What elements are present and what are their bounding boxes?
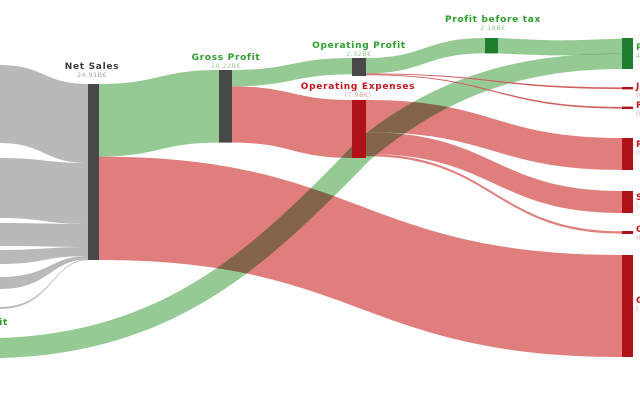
label-rd-expenses: R&D expenses(4.55B€)	[636, 140, 640, 158]
flow-gross-profit-operating-profit	[232, 58, 352, 87]
label-profit-for-period: Profit for the period4.25B€	[636, 43, 640, 61]
flow-inflow3-net-sales	[0, 223, 88, 247]
node-other-expenses[interactable]	[622, 231, 633, 234]
node-cost-of-sales[interactable]	[622, 255, 633, 357]
flow-net-sales-cost-of-sales	[99, 156, 622, 357]
flow-inflow1-net-sales	[0, 65, 88, 163]
label-other-expenses: Other operating expenses(0.28B€)	[636, 225, 640, 243]
node-gross-profit[interactable]	[219, 70, 232, 143]
flow-opex-other	[366, 154, 622, 234]
node-rd-expenses[interactable]	[622, 138, 633, 170]
node-operating-profit[interactable]	[352, 58, 366, 76]
flow-operating-profit-profit-before-tax	[366, 38, 485, 74]
label-sga-expenses: SG&A expenses(3.07B€)	[636, 193, 640, 211]
node-profit-before-tax[interactable]	[485, 38, 498, 54]
node-sga-expenses[interactable]	[622, 191, 633, 213]
node-financial-expenses[interactable]	[622, 106, 633, 109]
flow-income-tax-benefit-profit	[0, 53, 623, 358]
flow-inflow4-net-sales	[0, 247, 88, 264]
label-profit-before-tax: Profit before tax 2.18B€	[444, 15, 542, 33]
label-joint-ventures: Joint ventures(0.03B€)	[636, 82, 640, 100]
label-income-tax-benefit: Income tax benefit	[0, 318, 8, 328]
node-joint-ventures[interactable]	[622, 87, 633, 90]
flow-opex-rd	[366, 100, 622, 170]
node-operating-expenses[interactable]	[352, 100, 366, 158]
flow-operating-profit-financial-expenses	[366, 74, 622, 109]
label-cost-of-sales: Cost of sales(14.69B€)	[636, 296, 640, 314]
label-operating-profit: Operating Profit 2.32B€	[312, 41, 406, 59]
flow-gross-profit-operating-expenses	[232, 86, 352, 158]
flow-inflow2-net-sales	[0, 158, 88, 224]
label-gross-profit: Gross Profit 10.22B€	[191, 53, 261, 71]
label-financial-expenses: Financial expenses(0.11B€)	[636, 101, 640, 119]
node-profit-for-period[interactable]	[622, 38, 633, 69]
flow-inflow5-net-sales	[0, 256, 88, 289]
label-net-sales: Net Sales 24.91B€	[64, 62, 120, 80]
flow-profit-before-tax-profit	[498, 38, 623, 56]
node-net-sales[interactable]	[88, 84, 99, 260]
label-operating-expenses: Operating Expenses (7.9B€)	[300, 82, 416, 100]
flow-opex-sga	[366, 132, 622, 213]
flow-net-sales-gross-profit	[99, 70, 219, 157]
flow-operating-profit-joint-ventures	[366, 73, 622, 89]
